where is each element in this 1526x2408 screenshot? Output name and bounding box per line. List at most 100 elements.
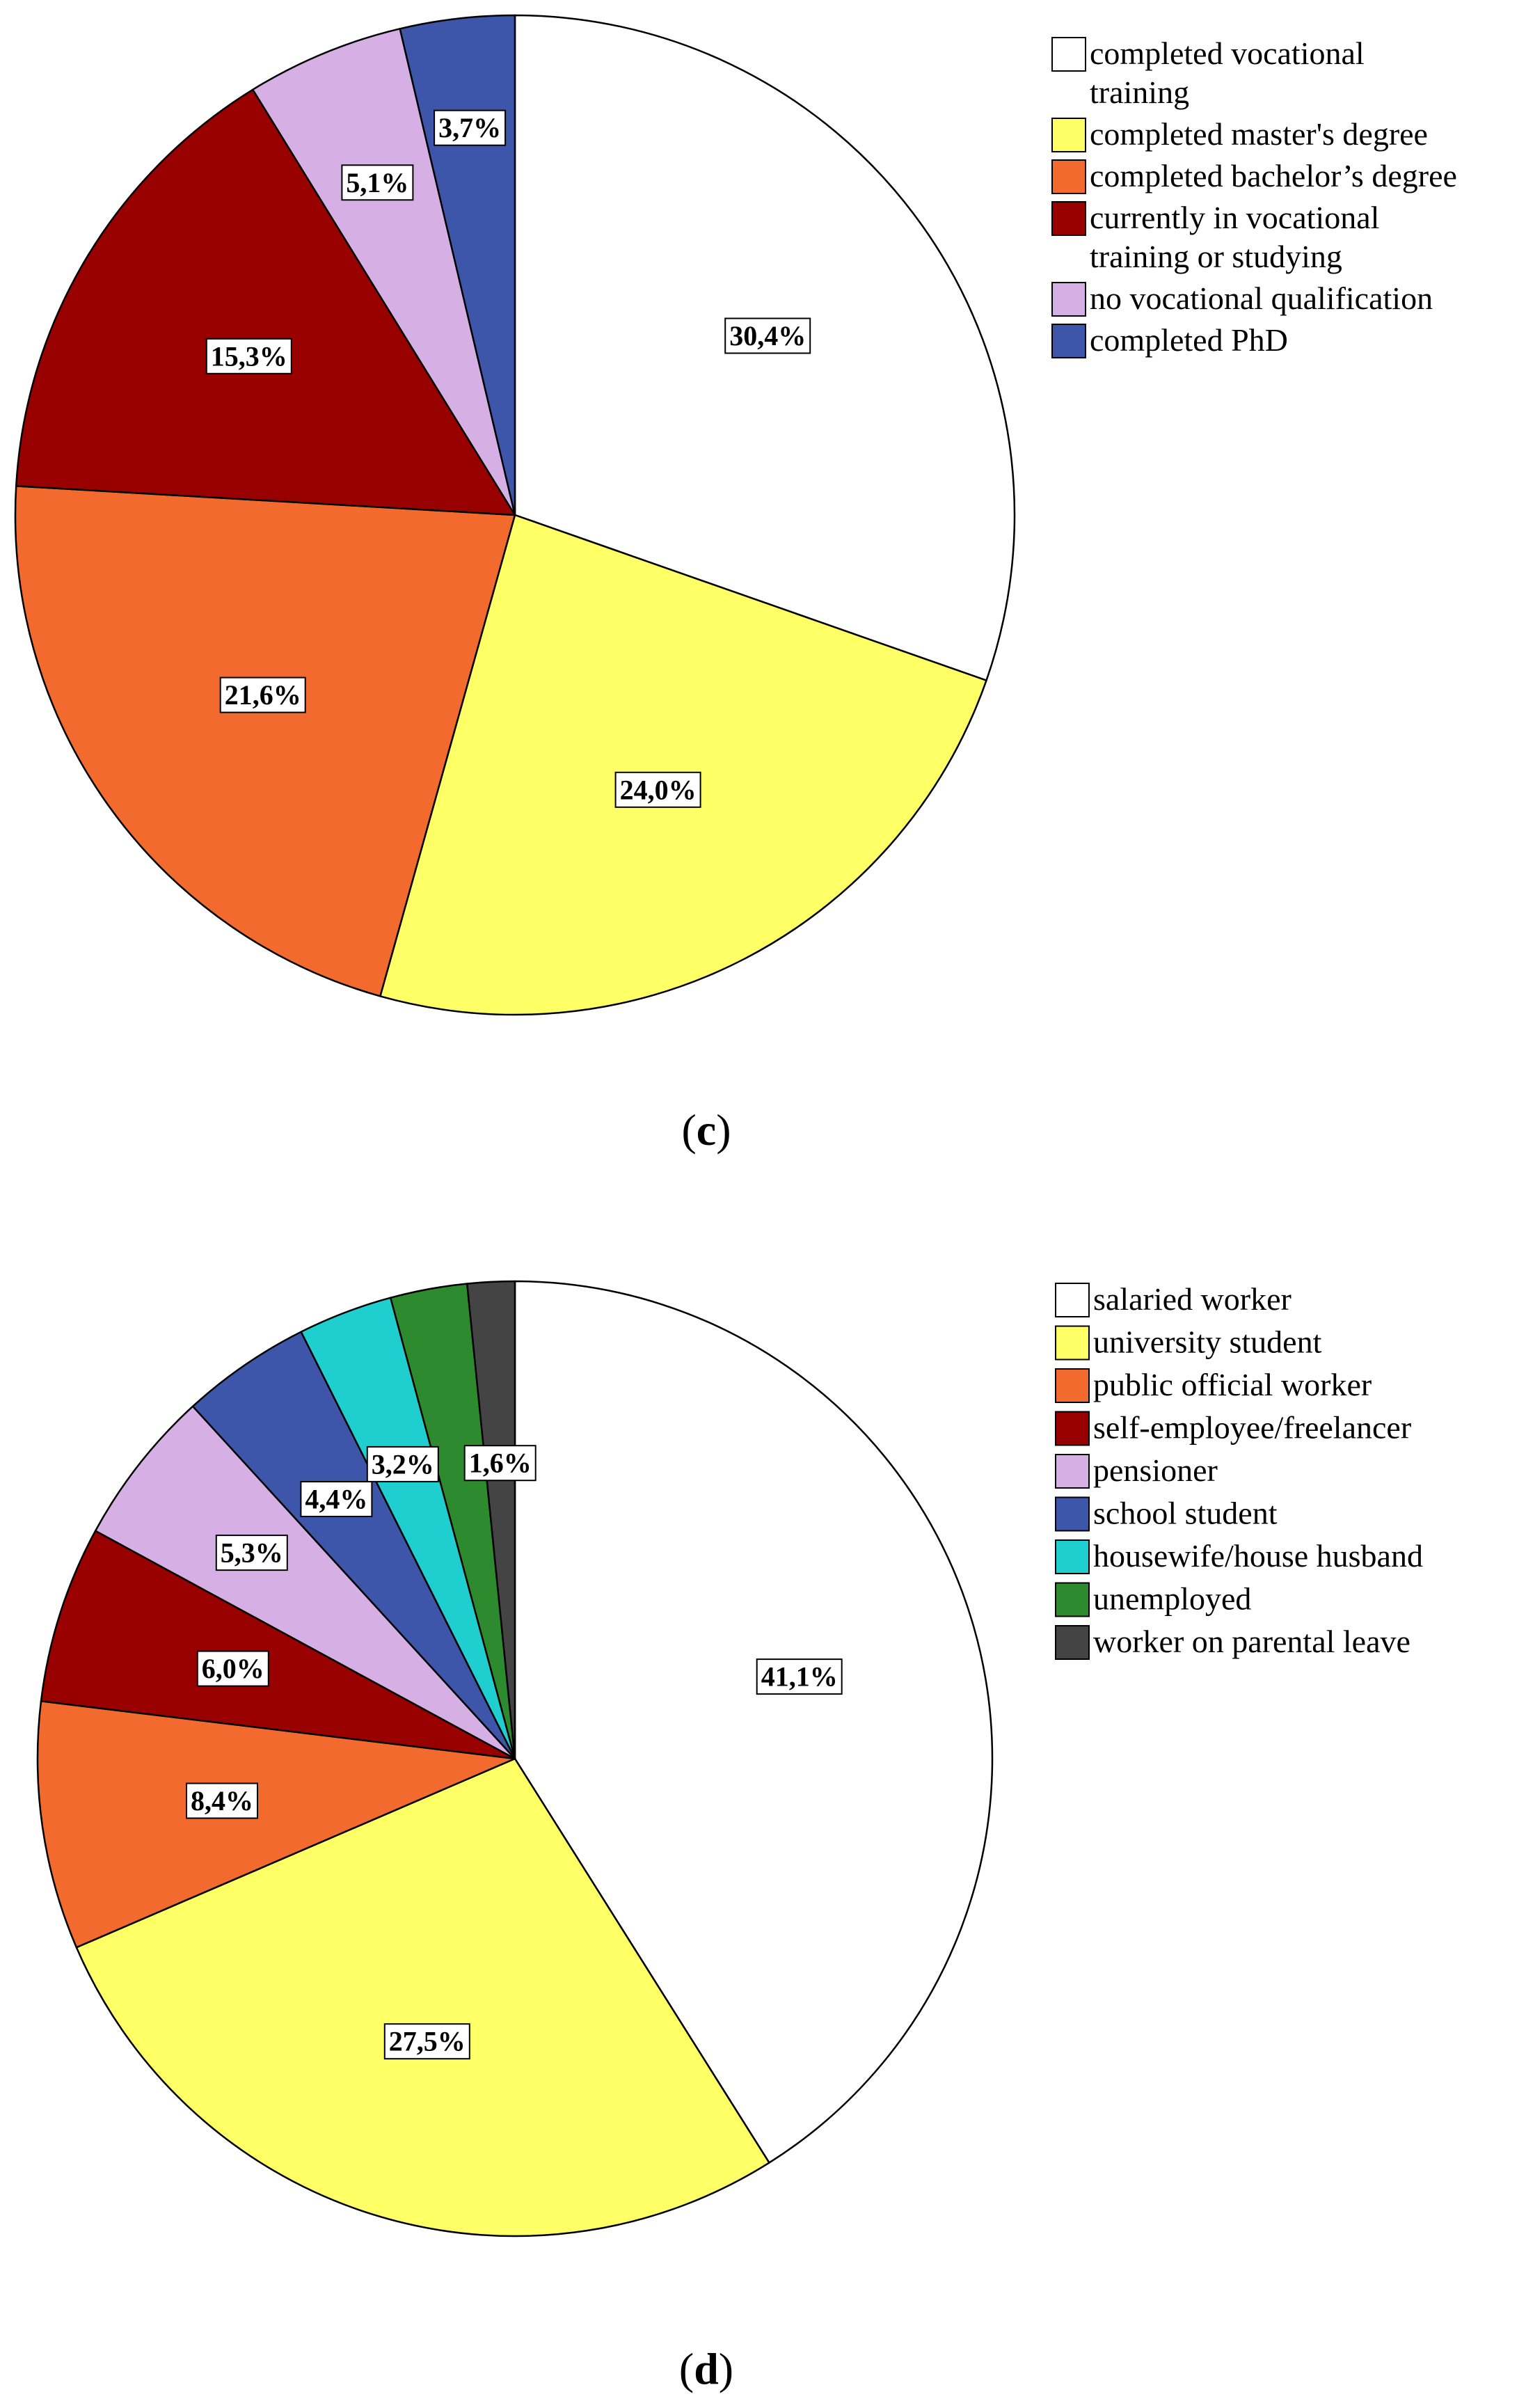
legend-swatch	[1051, 282, 1086, 317]
legend-label: worker on parental leave	[1093, 1624, 1410, 1659]
pie-slice-completed-bachelor-s-degree	[14, 485, 516, 997]
data-label-text: 30,4%	[729, 320, 806, 351]
data-label-completed-phd: 3,7%	[434, 109, 507, 146]
legend-swatch	[1055, 1454, 1090, 1489]
legend-item-worker-on-parental-leave: worker on parental leave	[1055, 1624, 1410, 1660]
legend-item-school-student: school student	[1055, 1496, 1278, 1532]
legend-swatch	[1055, 1411, 1090, 1446]
data-label-text: 4,4%	[305, 1484, 367, 1515]
legend-swatch	[1055, 1325, 1090, 1361]
caption-open-paren: (	[681, 1105, 696, 1155]
legend-swatch	[1051, 37, 1086, 72]
data-label-text: 15,3%	[211, 340, 287, 372]
legend-label: training or studying	[1090, 239, 1342, 274]
legend-swatch	[1055, 1539, 1090, 1574]
legend-swatch	[1051, 118, 1086, 152]
data-label-currently-in-vocational-training-or-studying: 15,3%	[205, 338, 292, 374]
data-label-completed-master-s-degree: 24,0%	[614, 771, 701, 808]
legend-label: university student	[1093, 1324, 1322, 1360]
legend-label: unemployed	[1093, 1581, 1251, 1617]
data-label-university-student: 27,5%	[383, 2023, 470, 2060]
pie-slices	[14, 14, 1016, 1016]
data-label-housewife-house-husband: 3,2%	[366, 1445, 439, 1482]
legend-item-completed-phd: completed PhD	[1051, 322, 1288, 358]
data-label-text: 6,0%	[202, 1653, 264, 1684]
data-label-text: 3,7%	[438, 112, 501, 143]
data-label-public-official-worker: 8,4%	[186, 1782, 258, 1819]
legend-item-university-student: university student	[1055, 1324, 1322, 1361]
pie-slice-public-official-worker	[36, 1700, 516, 1949]
legend-item-currently-in-vocational-training-or-studying: currently in vocational training or study…	[1051, 200, 1379, 274]
legend-label: currently in vocational	[1090, 200, 1379, 235]
caption-close-paren: )	[716, 1105, 731, 1155]
pie-slice-worker-on-parental-leave	[466, 1280, 516, 1760]
legend-swatch	[1051, 159, 1086, 194]
legend-label: no vocational qualification	[1090, 280, 1433, 316]
legend-swatch	[1055, 1368, 1090, 1403]
legend-label: completed PhD	[1090, 322, 1288, 358]
legend-label: completed bachelor’s degree	[1090, 158, 1457, 193]
caption-close-paren: )	[719, 2344, 733, 2393]
data-label-text: 41,1%	[761, 1661, 838, 1693]
legend-item-no-vocational-qualification: no vocational qualification	[1051, 280, 1433, 317]
data-label-text: 5,3%	[221, 1537, 283, 1569]
legend-item-completed-master-s-degree: completed master's degree	[1051, 116, 1428, 152]
legend-label: public official worker	[1093, 1367, 1372, 1402]
legend-label: self-employee/freelancer	[1093, 1410, 1411, 1445]
data-label-text: 8,4%	[191, 1785, 253, 1816]
legend-item-completed-bachelor-s-degree: completed bachelor’s degree	[1051, 158, 1457, 194]
caption-letter: c	[697, 1105, 716, 1155]
legend-label: housewife/house husband	[1093, 1538, 1423, 1574]
data-label-text: 24,0%	[620, 774, 697, 805]
data-label-salaried-worker: 41,1%	[756, 1658, 843, 1695]
data-label-self-employee-freelancer: 6,0%	[196, 1650, 269, 1687]
legend-item-salaried-worker: salaried worker	[1055, 1281, 1291, 1317]
legend-swatch	[1055, 1496, 1090, 1532]
legend-swatch	[1055, 1582, 1090, 1617]
data-label-worker-on-parental-leave: 1,6%	[463, 1445, 537, 1482]
pie-slice-university-student	[75, 1757, 770, 2237]
legend-label: pensioner	[1093, 1452, 1218, 1488]
legend-label: completed master's degree	[1090, 116, 1428, 152]
legend-swatch	[1051, 324, 1086, 358]
pie-slice-pensioner	[94, 1405, 516, 1760]
legend-swatch	[1051, 201, 1086, 236]
legend-item-self-employee-freelancer: self-employee/freelancer	[1055, 1410, 1411, 1446]
legend: salaried worker university student public …	[1055, 1281, 1423, 1660]
legend-swatch	[1055, 1283, 1090, 1317]
pie-slice-school-student	[191, 1331, 516, 1760]
data-label-text: 27,5%	[389, 2026, 466, 2057]
legend-item-pensioner: pensioner	[1055, 1452, 1218, 1489]
pie-slice-completed-master-s-degree	[379, 514, 987, 1016]
legend-item-public-official-worker: public official worker	[1055, 1367, 1372, 1403]
pie-slice-currently-in-vocational-training-or-studying	[15, 88, 516, 516]
legend-label: completed vocational	[1090, 35, 1365, 71]
pie-chart-panel-c: 30,4% 24,0% 21,6% 15,3% 5,1% 3,7% completed vo…	[14, 14, 1457, 1155]
pie-slices	[36, 1280, 994, 2237]
caption-letter: d	[694, 2344, 719, 2393]
data-label-text: 21,6%	[225, 679, 301, 711]
data-label-text: 5,1%	[346, 167, 408, 198]
data-label-pensioner: 5,3%	[215, 1535, 288, 1571]
data-label-text: 3,2%	[372, 1448, 434, 1480]
legend-item-housewife-house-husband: housewife/house husband	[1055, 1538, 1423, 1574]
data-label-no-vocational-qualification: 5,1%	[341, 164, 414, 201]
legend-label: training	[1090, 74, 1189, 110]
panel-caption: (c)	[681, 1105, 731, 1155]
legend-label: school student	[1093, 1496, 1278, 1531]
pie-slice-no-vocational-qualification	[252, 28, 516, 516]
data-label-completed-bachelor-s-degree: 21,6%	[219, 676, 306, 713]
legend-swatch	[1055, 1625, 1090, 1660]
pie-value-labels: 30,4% 24,0% 21,6% 15,3% 5,1% 3,7%	[205, 109, 811, 808]
legend-item-unemployed: unemployed	[1055, 1581, 1251, 1617]
pie-slice-self-employee-freelancer	[40, 1530, 516, 1760]
caption-open-paren: (	[679, 2344, 694, 2393]
pie-value-labels: 41,1% 27,5% 8,4% 6,0% 5,3% 4,4%3,2% 1,6%	[186, 1445, 843, 2060]
legend-label: salaried worker	[1093, 1281, 1291, 1317]
data-label-text: 1,6%	[469, 1448, 532, 1479]
pie-slice-salaried-worker	[514, 1280, 994, 2164]
data-label-completed-vocational-training: 30,4%	[724, 317, 811, 354]
